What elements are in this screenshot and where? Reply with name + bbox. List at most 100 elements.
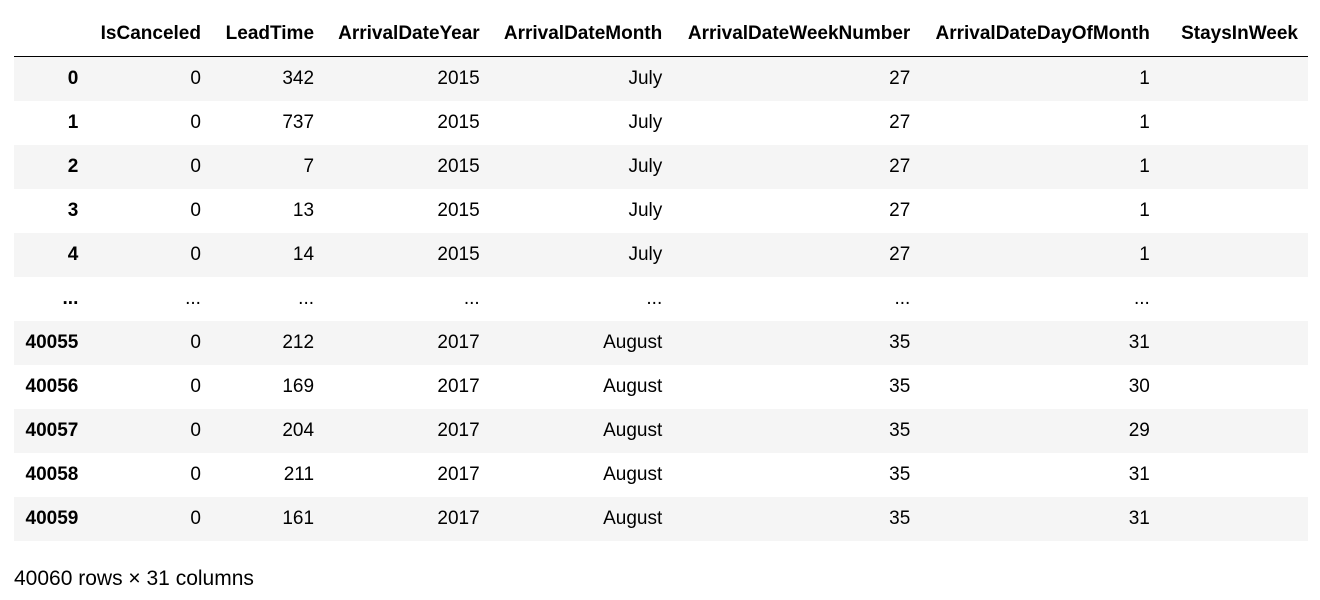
table-cell: 1: [1139, 112, 1150, 133]
table-cell: 0: [190, 508, 201, 529]
table-row: 40059 0 161 2017 August 35 31: [14, 497, 1308, 541]
table-cell: [1160, 101, 1308, 145]
table-cell: 161: [282, 508, 315, 529]
table-cell: 2017: [437, 420, 480, 441]
dataframe-scroll-viewport[interactable]: IsCanceled LeadTime ArrivalDateYear Arrival…: [14, 12, 1308, 541]
table-cell: [1160, 409, 1308, 453]
table-cell: 35: [889, 464, 911, 485]
table-cell: 29: [1128, 420, 1150, 441]
table-body: 0 0 342 2015 July 27 1 1 0 737 2015 July 27 1 2 0 7 2015 J…: [14, 56, 1308, 541]
row-index-cell: 2: [67, 156, 79, 177]
table-cell: 1: [1139, 156, 1150, 177]
notebook-output-area: IsCanceled LeadTime ArrivalDateYear Arrival…: [14, 12, 1308, 592]
table-row: 40057 0 204 2017 August 35 29: [14, 409, 1308, 453]
table-cell: ...: [646, 288, 663, 309]
table-cell: 737: [282, 112, 315, 133]
table-cell: August: [603, 376, 663, 397]
column-header: ArrivalDateWeekNumber: [672, 12, 921, 57]
table-cell: [1160, 321, 1308, 365]
table-cell: [1160, 57, 1308, 102]
table-cell: [1160, 497, 1308, 541]
table-cell: 2015: [437, 156, 480, 177]
table-cell: [1160, 453, 1308, 497]
row-index-cell: 40055: [25, 332, 79, 353]
table-row: 3 0 13 2015 July 27 1: [14, 189, 1308, 233]
column-header: ArrivalDateDayOfMonth: [920, 12, 1160, 57]
table-cell: 14: [292, 244, 315, 265]
table-cell: 7: [303, 156, 315, 177]
table-cell: 2015: [437, 112, 480, 133]
table-row: 4 0 14 2015 July 27 1: [14, 233, 1308, 277]
table-cell: ...: [463, 288, 480, 309]
table-cell: 2017: [437, 508, 480, 529]
table-cell: ...: [894, 288, 911, 309]
table-cell: 2017: [437, 376, 480, 397]
table-cell: [1160, 189, 1308, 233]
table-cell: 0: [190, 464, 201, 485]
table-cell: 0: [190, 376, 201, 397]
table-cell: July: [628, 156, 663, 177]
table-cell: August: [603, 464, 663, 485]
table-cell: July: [628, 68, 663, 89]
table-cell: 27: [889, 244, 911, 265]
table-cell: 27: [889, 200, 911, 221]
table-cell: 31: [1128, 508, 1150, 529]
table-cell: 0: [190, 332, 201, 353]
row-index-cell: ...: [62, 288, 79, 309]
column-header: ArrivalDateYear: [324, 12, 490, 57]
table-cell: 27: [889, 112, 911, 133]
table-cell: ...: [298, 288, 315, 309]
table-cell: 2017: [437, 332, 480, 353]
table-cell: [1160, 277, 1308, 321]
table-cell: 35: [889, 508, 911, 529]
table-cell: July: [628, 244, 663, 265]
table-cell: 1: [1139, 200, 1150, 221]
column-header: StaysInWeek: [1159, 12, 1308, 57]
row-index-cell: 40056: [25, 376, 79, 397]
table-cell: August: [603, 332, 663, 353]
table-cell: 0: [190, 420, 201, 441]
table-cell: [1160, 365, 1308, 409]
column-header: IsCanceled: [88, 12, 211, 57]
table-cell: July: [628, 112, 663, 133]
table-cell: 0: [190, 244, 201, 265]
table-row: 0 0 342 2015 July 27 1: [14, 56, 1308, 102]
table-cell: 0: [190, 200, 201, 221]
table-cell: 2017: [437, 464, 480, 485]
dataframe-table: IsCanceled LeadTime ArrivalDateYear Arrival…: [14, 12, 1308, 541]
table-cell: 211: [283, 464, 315, 485]
table-cell: August: [603, 420, 663, 441]
table-cell: 169: [282, 376, 315, 397]
table-cell: July: [628, 200, 663, 221]
table-row: 1 0 737 2015 July 27 1: [14, 101, 1308, 145]
table-cell: 342: [282, 68, 315, 89]
table-cell: August: [603, 508, 663, 529]
table-cell: 212: [282, 332, 315, 353]
table-cell: 0: [190, 68, 201, 89]
table-cell: 0: [190, 156, 201, 177]
column-header: ArrivalDateMonth: [489, 12, 673, 57]
row-index-cell: 40058: [25, 464, 79, 485]
row-index-cell: 0: [67, 68, 79, 89]
table-cell: 27: [889, 156, 911, 177]
table-cell: 0: [190, 112, 201, 133]
index-header-cell: [14, 12, 89, 57]
table-cell: 35: [889, 420, 911, 441]
header-row: IsCanceled LeadTime ArrivalDateYear Arrival…: [14, 12, 1308, 57]
table-cell: 31: [1128, 332, 1150, 353]
table-cell: 2015: [437, 244, 480, 265]
table-cell: 31: [1128, 464, 1150, 485]
table-row: 40055 0 212 2017 August 35 31: [14, 321, 1308, 365]
table-cell: [1160, 145, 1308, 189]
table-cell: 204: [282, 420, 315, 441]
table-cell: 35: [889, 376, 911, 397]
row-index-cell: 3: [67, 200, 79, 221]
row-index-cell: 1: [67, 112, 79, 133]
table-cell: ...: [1133, 288, 1150, 309]
row-index-cell: 40057: [25, 420, 79, 441]
row-index-cell: 4: [67, 244, 79, 265]
table-cell: 2015: [437, 200, 480, 221]
table-cell: 35: [889, 332, 911, 353]
table-cell: 27: [889, 68, 911, 89]
table-cell: [1160, 233, 1308, 277]
